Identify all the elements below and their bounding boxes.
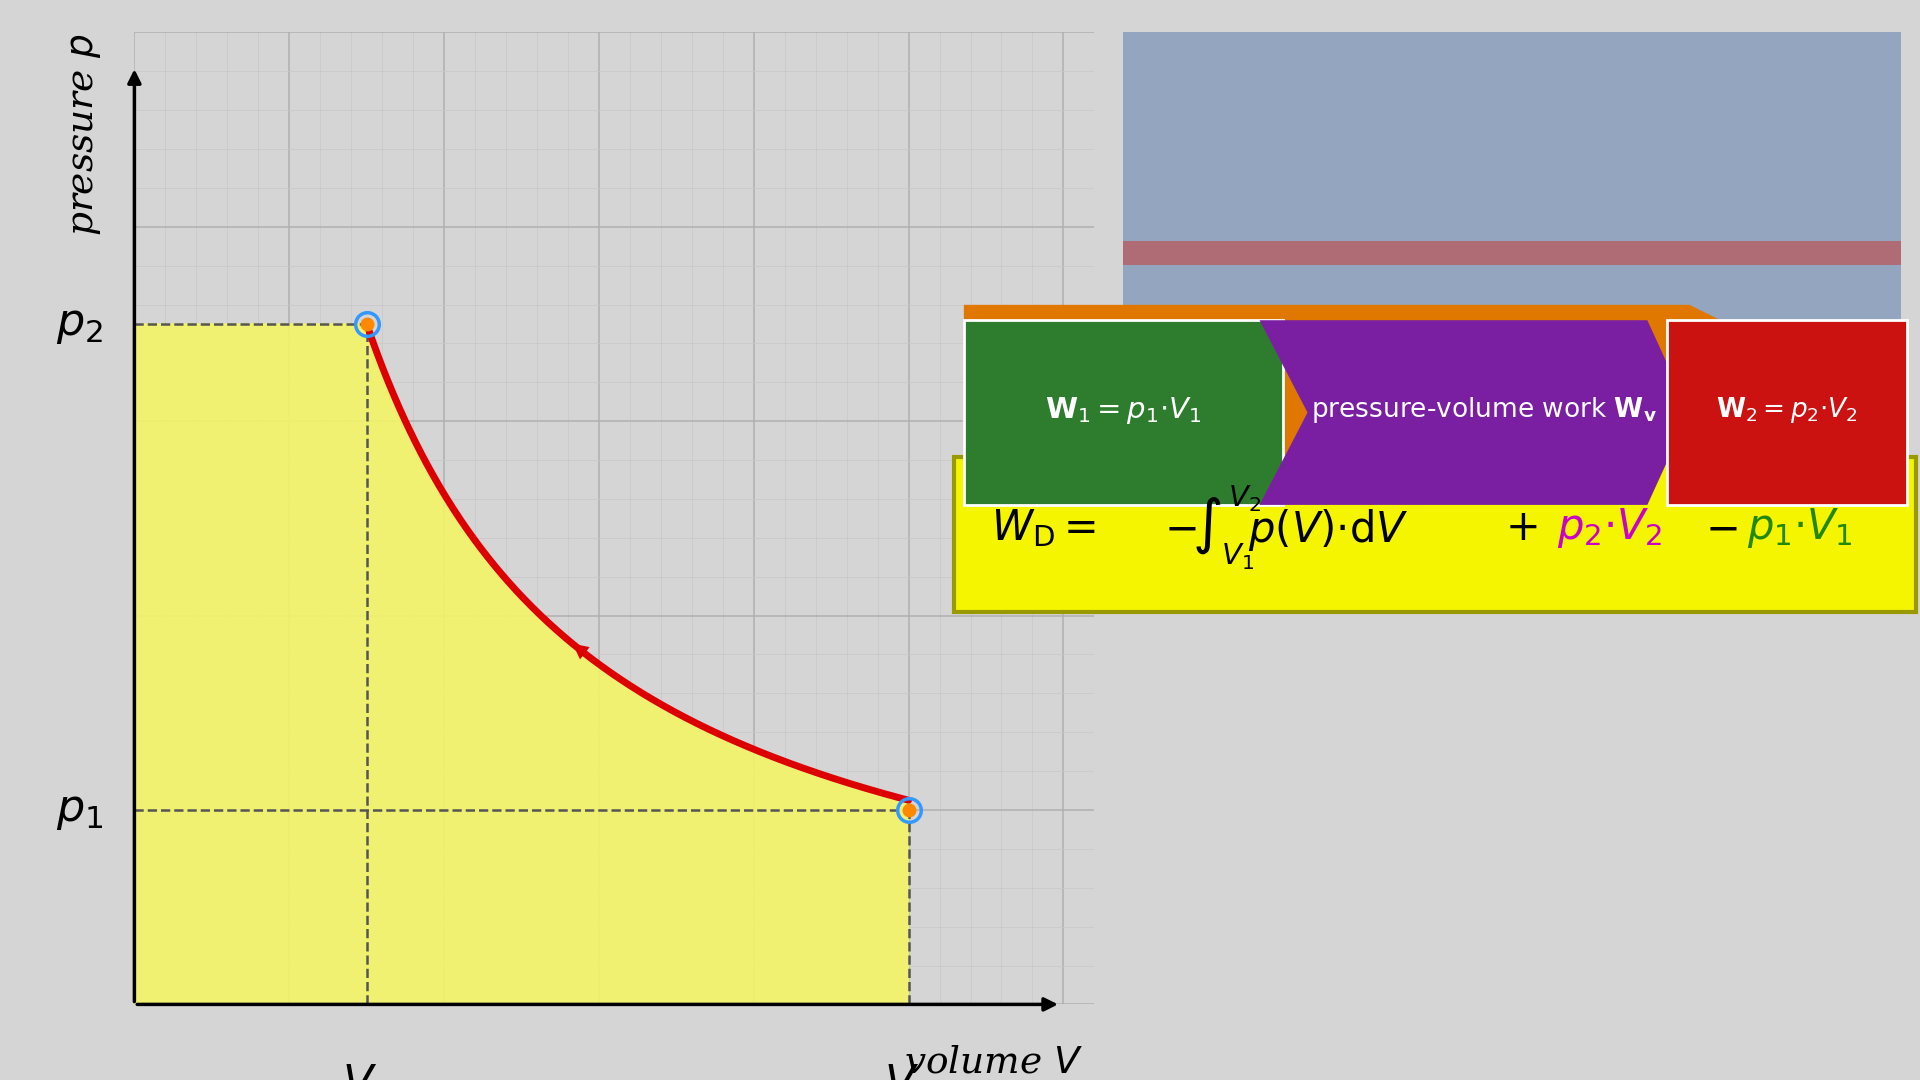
Text: volume $V$: volume $V$ bbox=[904, 1044, 1083, 1080]
Text: $p_1$: $p_1$ bbox=[56, 788, 104, 832]
Polygon shape bbox=[134, 324, 908, 1004]
Text: $\mathbf{W}_1{=}p_1{\cdot}V_1$: $\mathbf{W}_1{=}p_1{\cdot}V_1$ bbox=[1044, 395, 1202, 426]
Text: $p_1{\cdot}V_1$: $p_1{\cdot}V_1$ bbox=[1747, 507, 1853, 550]
Text: pressure-volume work $\mathbf{W}_\mathbf{v}$: pressure-volume work $\mathbf{W}_\mathbf… bbox=[1311, 395, 1657, 426]
Text: $V_2$: $V_2$ bbox=[342, 1063, 392, 1080]
Text: $+$: $+$ bbox=[1505, 508, 1538, 549]
Text: $-$: $-$ bbox=[1705, 508, 1738, 549]
Text: $V_1$: $V_1$ bbox=[883, 1063, 933, 1080]
Text: $p_2{\cdot}V_2$: $p_2{\cdot}V_2$ bbox=[1557, 507, 1663, 550]
Text: $W_\mathrm{D}{=}$: $W_\mathrm{D}{=}$ bbox=[991, 508, 1096, 549]
Text: pressure $p$: pressure $p$ bbox=[67, 33, 104, 235]
Text: $-\!\int_{V_1}^{V_2}\!\!p(V){\cdot}\mathrm{d}V$: $-\!\int_{V_1}^{V_2}\!\!p(V){\cdot}\math… bbox=[1164, 484, 1407, 572]
Text: $p_2$: $p_2$ bbox=[56, 302, 104, 346]
Text: $\mathbf{W}_2{=}p_2{\cdot}V_2$: $\mathbf{W}_2{=}p_2{\cdot}V_2$ bbox=[1716, 395, 1857, 426]
